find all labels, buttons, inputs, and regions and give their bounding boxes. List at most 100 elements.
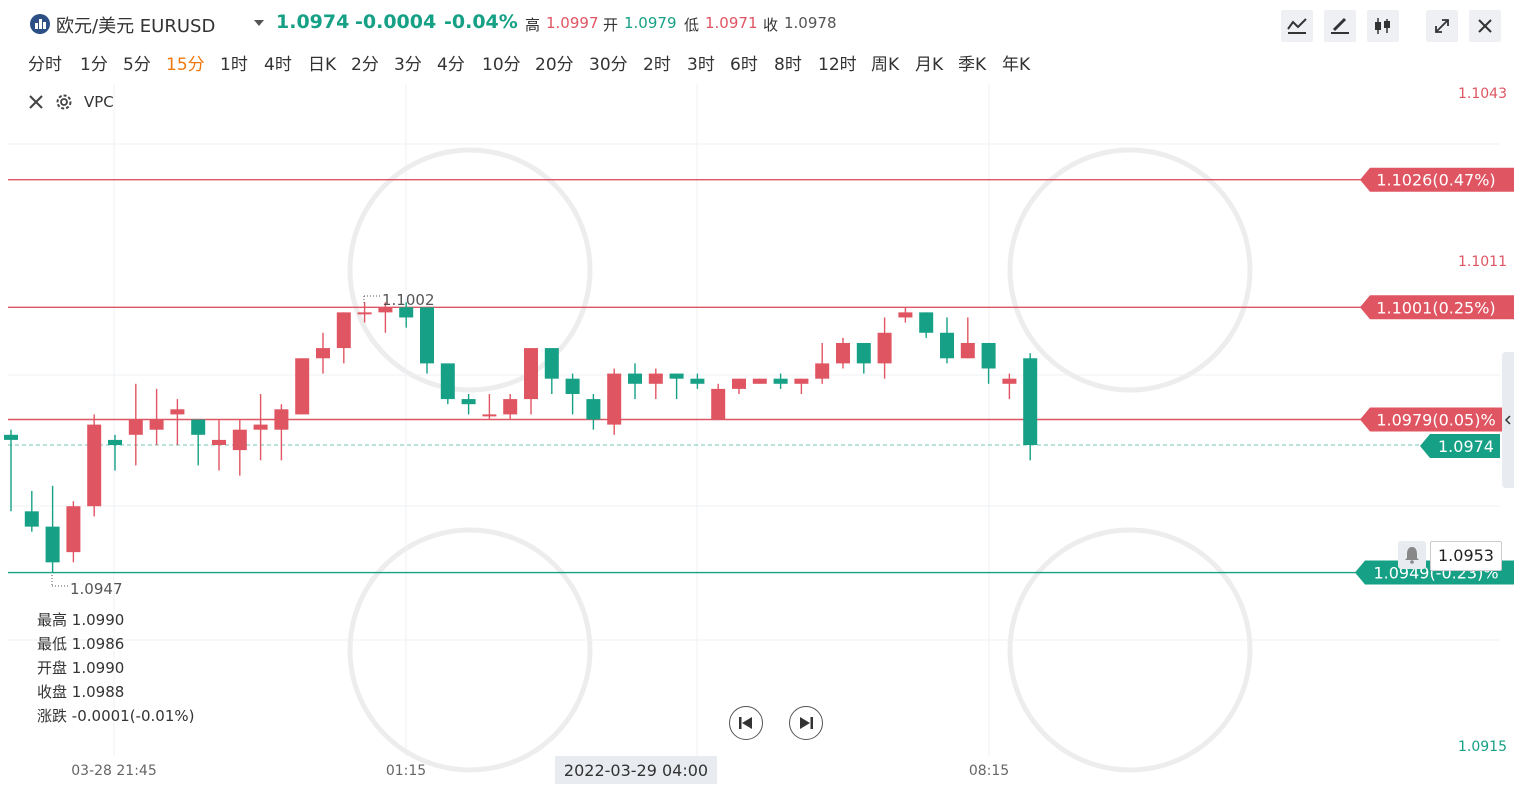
tf-2h[interactable]: 2时 (643, 55, 671, 75)
price-change-pct: -0.04% (444, 11, 518, 33)
info-close: 收盘 1.0988 (37, 683, 125, 701)
candle (815, 342, 830, 384)
side-panel-handle[interactable] (1502, 352, 1514, 488)
y-tick-label: 1.0915 (1458, 739, 1507, 755)
open-value: 1.0979 (624, 14, 677, 32)
candle (524, 348, 538, 415)
candle (274, 404, 289, 461)
tf-1h[interactable]: 1时 (220, 55, 248, 75)
tf-4m[interactable]: 4分 (437, 55, 465, 75)
candle (836, 337, 850, 369)
candle (24, 490, 39, 532)
candle (877, 317, 892, 379)
level-tags: 1.1026(0.47%) 1.1001(0.25%) 1.0979(0.05)% 1… (1355, 167, 1514, 585)
current-price-tag: 1.0974 (1420, 434, 1500, 458)
tf-10m[interactable]: 10分 (482, 55, 521, 75)
chart-grid (8, 84, 1500, 756)
candle (648, 368, 663, 400)
draw-button[interactable] (1324, 10, 1356, 42)
svg-text:2022-03-29 04:00: 2022-03-29 04:00 (564, 761, 708, 780)
tf-5m[interactable]: 5分 (123, 55, 151, 75)
tf-fenshi[interactable]: 分时 (28, 55, 62, 75)
chart-header: 欧元/美元 EURUSD 1.0974 -0.0004 -0.04% 高 1.0… (0, 0, 1514, 48)
candle (1023, 353, 1038, 461)
candle (420, 307, 434, 374)
tf-year[interactable]: 年K (1002, 55, 1031, 75)
tf-3h[interactable]: 3时 (687, 55, 715, 75)
low-marker: 1.0947 (51, 575, 123, 598)
candle (336, 312, 351, 364)
candle-type-icon (1375, 18, 1390, 34)
candle (87, 414, 102, 517)
tf-week[interactable]: 周K (871, 55, 900, 75)
candle (4, 429, 18, 512)
open-label: 开 (603, 16, 619, 34)
info-low: 最低 1.0986 (37, 635, 125, 653)
draw-icon (1331, 17, 1349, 34)
alert-button[interactable] (1398, 541, 1426, 569)
close-button[interactable] (1469, 10, 1501, 42)
tf-1m[interactable]: 1分 (80, 55, 108, 75)
symbol-name[interactable]: 欧元/美元 EURUSD (56, 16, 216, 37)
tf-2m[interactable]: 2分 (351, 55, 379, 75)
alert-price-label[interactable]: 1.0953 (1430, 541, 1502, 571)
candle (752, 378, 767, 384)
candle (960, 317, 975, 359)
chevron-left-icon (1504, 415, 1511, 425)
tf-3m[interactable]: 3分 (394, 55, 422, 75)
indicator-button[interactable] (1281, 10, 1313, 42)
y-tick-label: 1.1011 (1458, 254, 1507, 270)
tf-quarter[interactable]: 季K (958, 55, 987, 75)
scroll-end-button[interactable] (789, 706, 823, 740)
chevron-down-icon[interactable] (254, 20, 264, 26)
candle (565, 373, 580, 415)
tf-6h[interactable]: 6时 (730, 55, 758, 75)
close-icon[interactable] (28, 94, 44, 110)
tf-20m[interactable]: 20分 (535, 55, 574, 75)
scroll-start-button[interactable] (729, 706, 763, 740)
tf-1d[interactable]: 日K (308, 55, 337, 75)
candle (191, 419, 206, 466)
level-tag: 1.1026(0.47%) (1360, 167, 1514, 192)
candle-type-button[interactable] (1367, 10, 1399, 42)
candle (628, 363, 642, 400)
candle (732, 378, 746, 394)
candle (253, 393, 268, 461)
tf-month[interactable]: 月K (915, 55, 944, 75)
candle (544, 348, 559, 394)
candle (711, 383, 726, 420)
level-tag: 1.0979(0.05)% (1360, 407, 1514, 432)
crosshair-time-label: 2022-03-29 04:00 (555, 756, 717, 784)
price-change: -0.0004 (355, 11, 437, 33)
tf-15m[interactable]: 15分 (166, 55, 205, 75)
close-value: 1.0978 (784, 14, 837, 32)
x-tick-label: 01:15 (386, 763, 426, 779)
y-axis: 1.1043 1.1011 1.0915 (1458, 86, 1507, 755)
skip-forward-icon (800, 717, 813, 729)
tf-30m[interactable]: 30分 (589, 55, 628, 75)
candle (503, 393, 518, 420)
tf-12h[interactable]: 12时 (818, 55, 857, 75)
x-axis: 03-28 21:45 01:15 08:15 (71, 763, 1009, 779)
low-label: 低 (684, 16, 700, 34)
bell-icon (1405, 547, 1419, 564)
skip-back-icon (739, 717, 752, 729)
info-high: 最高 1.0990 (37, 611, 125, 629)
tf-8h[interactable]: 8时 (774, 55, 802, 75)
low-value: 1.0971 (705, 14, 758, 32)
fullscreen-button[interactable] (1426, 10, 1458, 42)
close-label: 收 (763, 16, 779, 34)
candle (607, 368, 622, 435)
high-value: 1.0997 (546, 14, 599, 32)
info-open: 开盘 1.0990 (37, 659, 125, 677)
level-tag: 1.1001(0.25%) (1360, 295, 1514, 320)
gear-icon[interactable] (54, 92, 74, 112)
fullscreen-icon (1435, 19, 1449, 33)
last-price: 1.0974 (276, 11, 350, 33)
candle (586, 393, 601, 430)
candle (461, 393, 476, 415)
current-price-label: 1.0974 (1438, 437, 1494, 456)
tf-4h[interactable]: 4时 (264, 55, 292, 75)
x-tick-label: 08:15 (969, 763, 1009, 779)
